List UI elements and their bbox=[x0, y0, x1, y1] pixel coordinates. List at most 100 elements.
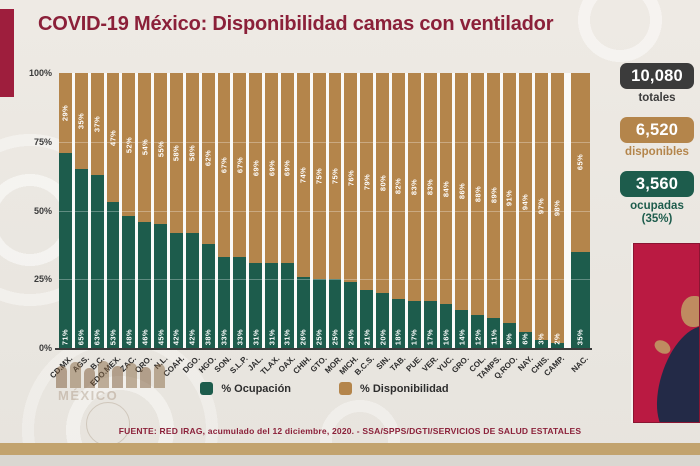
bar-TLAX.: 69% 31% TLAX. bbox=[258, 73, 281, 377]
page-title: COVID-19 México: Disponibilidad camas co… bbox=[38, 13, 554, 35]
disponibilidad-value-label: 89% bbox=[489, 187, 499, 204]
bar-S.L.P.: 67% 33% S.L.P. bbox=[228, 73, 249, 375]
stat-disponibles-value: 6,520 bbox=[620, 117, 694, 143]
x-axis-label: TAB. bbox=[388, 354, 408, 374]
ocupacion-value-label: 33% bbox=[235, 328, 245, 345]
disponibilidad-value-label: 75% bbox=[314, 168, 324, 185]
segment-disponibilidad bbox=[550, 73, 564, 343]
bar-MICH.: 76% 24% MICH. bbox=[338, 73, 360, 376]
stat-totales: 10,080 totales bbox=[620, 63, 694, 104]
stat-ocupadas-percent: (35%) bbox=[641, 213, 673, 225]
ocupacion-value-label: 42% bbox=[187, 328, 197, 345]
segment-ocupacion bbox=[360, 290, 374, 348]
segment-disponibilidad bbox=[90, 73, 104, 175]
segment-disponibilidad bbox=[518, 73, 532, 332]
bar-JAL.: 69% 31% JAL. bbox=[246, 73, 265, 373]
ocupacion-value-label: 42% bbox=[171, 328, 181, 345]
ocupacion-value-label: 31% bbox=[282, 328, 292, 345]
segment-disponibilidad bbox=[328, 73, 342, 280]
footer-source-text: FUENTE: RED IRAG, acumulado del 12 dicie… bbox=[118, 426, 582, 436]
segment-disponibilidad bbox=[455, 73, 469, 310]
segment-ocupacion bbox=[138, 221, 152, 348]
segment-ocupacion bbox=[503, 323, 516, 348]
ocupacion-value-label: 48% bbox=[124, 328, 134, 345]
y-tick: 75% bbox=[33, 136, 52, 147]
disponibilidad-value-label: 76% bbox=[346, 169, 356, 186]
sign-language-interpreter-video bbox=[633, 243, 700, 423]
segment-ocupacion bbox=[233, 257, 247, 348]
segment-ocupacion bbox=[106, 202, 120, 348]
bar-CHIS.: 97% 3% CHIS. bbox=[529, 73, 551, 375]
disponibilidad-value-label: 84% bbox=[441, 180, 451, 197]
disponibilidad-value-label: 94% bbox=[520, 194, 530, 211]
disponibilidad-value-label: 80% bbox=[378, 174, 388, 192]
segment-disponibilidad bbox=[233, 73, 247, 258]
segment-disponibilidad bbox=[296, 73, 310, 277]
segment-disponibilidad bbox=[312, 73, 326, 280]
ocupacion-value-label: 3% bbox=[536, 333, 546, 345]
ocupacion-value-label: 9% bbox=[504, 333, 514, 345]
disponibilidad-value-label: 74% bbox=[298, 166, 308, 183]
stat-disponibles-label: disponibles bbox=[625, 146, 689, 158]
disponibilidad-value-label: 83% bbox=[425, 179, 435, 196]
bar-DGO.: 58% 42% DGO. bbox=[181, 73, 202, 375]
segment-ocupacion bbox=[265, 262, 279, 348]
ocupacion-value-label: 63% bbox=[92, 328, 102, 345]
bar-TAB.: 82% 18% TAB. bbox=[389, 73, 408, 373]
bar-SIN.: 80% 20% SIN. bbox=[375, 73, 392, 371]
segment-ocupacion bbox=[74, 169, 88, 348]
x-axis-baseline bbox=[55, 348, 592, 350]
segment-ocupacion bbox=[328, 279, 342, 348]
segment-ocupacion bbox=[185, 232, 199, 348]
disponibilidad-value-label: 88% bbox=[473, 185, 483, 203]
x-axis-label: VER. bbox=[420, 354, 440, 374]
x-axis-label: NAC. bbox=[569, 354, 590, 375]
segment-ocupacion bbox=[122, 216, 136, 348]
segment-ocupacion bbox=[570, 251, 590, 348]
segment-disponibilidad bbox=[344, 73, 358, 282]
bar-OAX.: 69% 31% OAX. bbox=[277, 73, 297, 374]
segment-ocupacion bbox=[407, 301, 421, 348]
y-axis: 100% 75% 50% 25% 0% bbox=[18, 68, 56, 353]
hero-figure-icon bbox=[56, 366, 67, 388]
ocupacion-value-label: 21% bbox=[362, 328, 372, 345]
ocupacion-swatch-icon bbox=[200, 382, 214, 395]
segment-ocupacion bbox=[534, 339, 548, 348]
x-axis-label: DGO. bbox=[180, 354, 202, 375]
ocupacion-value-label: 25% bbox=[330, 328, 340, 345]
ocupacion-value-label: 35% bbox=[575, 328, 585, 345]
bar-COAH.: 58% 42% COAH. bbox=[161, 73, 186, 379]
segment-disponibilidad bbox=[106, 73, 120, 203]
segment-disponibilidad bbox=[249, 73, 263, 263]
ocupacion-value-label: 14% bbox=[457, 328, 467, 345]
segment-ocupacion bbox=[296, 276, 310, 348]
segment-disponibilidad bbox=[407, 73, 421, 302]
segment-disponibilidad bbox=[423, 73, 437, 302]
segment-disponibilidad bbox=[265, 73, 279, 263]
hero-figure-icon bbox=[70, 362, 81, 388]
bar-B.C.S.: 79% 21% B.C.S. bbox=[353, 73, 376, 377]
disponibilidad-value-label: 65% bbox=[575, 154, 585, 171]
ocupacion-value-label: 12% bbox=[473, 328, 483, 345]
bar-MOR.: 75% 25% MOR. bbox=[323, 73, 344, 375]
segment-ocupacion bbox=[344, 282, 358, 348]
legend-item-disponibilidad: % Disponibilidad bbox=[339, 382, 449, 395]
plot-area: 29%71%CD.MX.35%65%AGS.37%63%B.C.47%53%ED… bbox=[49, 73, 590, 388]
disponibilidad-swatch-icon bbox=[339, 382, 353, 395]
segment-disponibilidad bbox=[201, 73, 215, 244]
segment-ocupacion bbox=[154, 224, 168, 348]
disponibilidad-value-label: 86% bbox=[457, 183, 467, 200]
segment-disponibilidad bbox=[154, 73, 168, 225]
ocupacion-value-label: 31% bbox=[267, 328, 277, 345]
bar-B.C.: 37%63%B.C. bbox=[89, 73, 107, 372]
segment-ocupacion bbox=[59, 152, 72, 348]
bar-TAMPS.: 89% 11% TAMPS. bbox=[476, 73, 503, 381]
bar-CAMP.: 98% 2% CAMP. bbox=[543, 73, 566, 378]
hero-figure-icon bbox=[84, 368, 95, 388]
government-heroes-watermark bbox=[56, 358, 165, 388]
segment-disponibilidad bbox=[503, 73, 516, 324]
x-axis-label: GRO. bbox=[450, 354, 472, 375]
hero-figure-icon bbox=[112, 366, 123, 388]
footer-gray-strip bbox=[0, 455, 700, 466]
ocupacion-value-label: 65% bbox=[76, 328, 86, 345]
